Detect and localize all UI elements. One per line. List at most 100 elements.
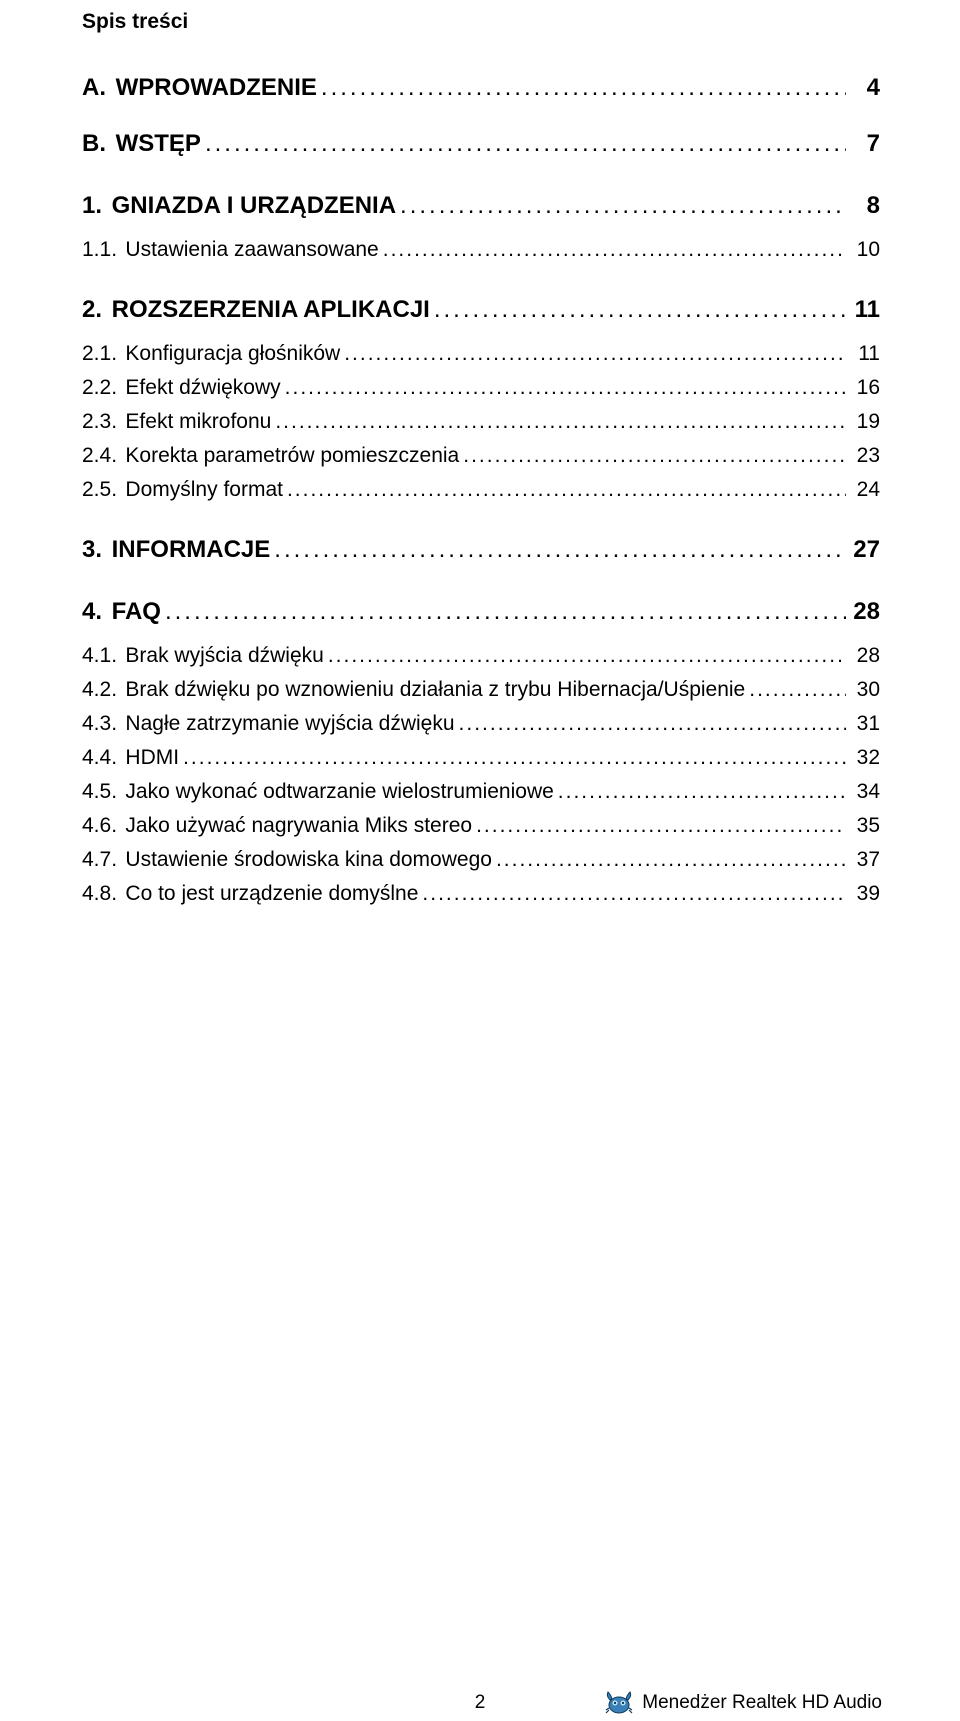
- toc-entry-label: INFORMACJE: [112, 536, 271, 564]
- toc-entry: 4.6. Jako używać nagrywania Miks stereo 35: [82, 814, 880, 838]
- toc-entry-page: 28: [850, 644, 880, 668]
- toc-leader-dots: [287, 478, 846, 502]
- toc-entry-page: 34: [850, 780, 880, 804]
- toc-entry-label: Domyślny format: [125, 478, 283, 502]
- toc-entry-page: 19: [850, 410, 880, 434]
- toc-entry-number: 2.4.: [82, 444, 117, 468]
- toc-leader-dots: [496, 848, 846, 872]
- toc-leader-dots: [463, 444, 846, 468]
- toc-title: Spis treści: [82, 10, 880, 34]
- toc-entry-label: Brak wyjścia dźwięku: [125, 644, 323, 668]
- toc-entry: 4.1. Brak wyjścia dźwięku 28: [82, 644, 880, 668]
- toc-leader-dots: [400, 192, 846, 220]
- toc-entry-page: 30: [850, 678, 880, 702]
- toc-leader-dots: [275, 410, 846, 434]
- toc-entry-label: Konfiguracja głośników: [125, 342, 340, 366]
- toc-leader-dots: [344, 342, 846, 366]
- toc-entry: 2.3. Efekt mikrofonu 19: [82, 410, 880, 434]
- toc-leader-dots: [476, 814, 846, 838]
- toc-entry: 1.1. Ustawienia zaawansowane 10: [82, 238, 880, 262]
- toc-entry-number: 4.6.: [82, 814, 117, 838]
- toc-entry-number: 4.4.: [82, 746, 117, 770]
- toc-entry-number: 1.: [82, 192, 102, 220]
- toc-entry-label: WPROWADZENIE: [116, 74, 317, 102]
- toc-entry-number: 4.8.: [82, 882, 117, 906]
- toc-entry-page: 4: [850, 74, 880, 102]
- toc-leader-dots: [383, 238, 846, 262]
- toc-entry-number: 4.: [82, 598, 102, 626]
- toc-entry: 2.1.Konfiguracja głośników11: [82, 342, 880, 366]
- toc-entry-page: 10: [850, 238, 880, 262]
- toc-leader-dots: [558, 780, 846, 804]
- toc-leader-dots: [422, 882, 846, 906]
- toc-entry-label: Korekta parametrów pomieszczenia: [125, 444, 459, 468]
- toc-entry-page: 24: [850, 478, 880, 502]
- toc-entry-page: 35: [850, 814, 880, 838]
- toc-entry: 4.4. HDMI 32: [82, 746, 880, 770]
- toc-entry: 2.2.Efekt dźwiękowy16: [82, 376, 880, 400]
- toc-entry-number: 3.: [82, 536, 102, 564]
- toc-leader-dots: [183, 746, 846, 770]
- toc-entry-page: 32: [850, 746, 880, 770]
- toc-leader-dots: [321, 74, 846, 102]
- toc-entry-page: 11: [850, 342, 880, 366]
- toc-entry-number: B.: [82, 130, 106, 158]
- document-page: Spis treści A. WPROWADZENIE 4 B. WSTĘP 7 1. GNI…: [0, 0, 960, 1721]
- toc-entry-label: Ustawienie środowiska kina domowego: [125, 848, 492, 872]
- toc-entry-label: Brak dźwięku po wznowieniu działania z t…: [125, 678, 745, 702]
- toc-entry-number: 2.3.: [82, 410, 117, 434]
- toc-entry-number: 4.7.: [82, 848, 117, 872]
- toc-entry-page: 27: [850, 536, 880, 564]
- toc-entry: 1. GNIAZDA I URZĄDZENIA 8: [82, 192, 880, 220]
- toc-entry-page: 11: [850, 296, 880, 324]
- toc-entry-number: A.: [82, 74, 106, 102]
- toc-entry-number: 4.2.: [82, 678, 117, 702]
- toc-entry: 2. ROZSZERZENIA APLIKACJI 11: [82, 296, 880, 324]
- toc-entry-label: WSTĘP: [116, 130, 201, 158]
- toc-entry: 3. INFORMACJE 27: [82, 536, 880, 564]
- toc-entry-label: Ustawienia zaawansowane: [125, 238, 378, 262]
- toc-entry-label: GNIAZDA I URZĄDZENIA: [112, 192, 396, 220]
- toc-entry-label: Nagłe zatrzymanie wyjścia dźwięku: [125, 712, 454, 736]
- toc-leader-dots: [285, 376, 846, 400]
- footer-page-number: 2: [475, 1692, 486, 1714]
- toc-leader-dots: [749, 678, 846, 702]
- toc-leader-dots: [205, 130, 846, 158]
- toc-entry-number: 2.: [82, 296, 102, 324]
- toc-leader-dots: [328, 644, 846, 668]
- toc-entry: 4.2. Brak dźwięku po wznowieniu działania…: [82, 678, 880, 702]
- toc-entry-page: 31: [850, 712, 880, 736]
- footer-brand-text: Menedżer Realtek HD Audio: [642, 1692, 882, 1714]
- toc-entry: 4.7. Ustawienie środowiska kina domowego 3…: [82, 848, 880, 872]
- toc-entry-page: 8: [850, 192, 880, 220]
- toc-entry-label: Jako wykonać odtwarzanie wielostrumienio…: [125, 780, 553, 804]
- toc-entry-number: 4.5.: [82, 780, 117, 804]
- toc-entry: 4.5. Jako wykonać odtwarzanie wielostrumi…: [82, 780, 880, 804]
- toc-entry-page: 37: [850, 848, 880, 872]
- footer-brand: Menedżer Realtek HD Audio: [604, 1690, 882, 1716]
- toc-entry-page: 7: [850, 130, 880, 158]
- toc-entry-number: 4.1.: [82, 644, 117, 668]
- toc-entry: 2.5. Domyślny format 24: [82, 478, 880, 502]
- toc-leader-dots: [274, 536, 846, 564]
- toc-entry-label: Jako używać nagrywania Miks stereo: [125, 814, 472, 838]
- toc-entry-number: 2.2.: [82, 376, 117, 400]
- toc-entry-label: Efekt mikrofonu: [125, 410, 271, 434]
- toc-entry-label: Co to jest urządzenie domyślne: [125, 882, 418, 906]
- toc-entry-label: Efekt dźwiękowy: [125, 376, 280, 400]
- toc-entry: 2.4. Korekta parametrów pomieszczenia 23: [82, 444, 880, 468]
- toc-entry-label: HDMI: [125, 746, 179, 770]
- toc-entry-page: 23: [850, 444, 880, 468]
- toc-entry-number: 1.1.: [82, 238, 117, 262]
- toc-entry: 4.FAQ28: [82, 598, 880, 626]
- toc-entry-label: ROZSZERZENIA APLIKACJI: [112, 296, 430, 324]
- toc-entry-number: 4.3.: [82, 712, 117, 736]
- toc-leader-dots: [165, 598, 846, 626]
- toc-leader-dots: [459, 712, 846, 736]
- toc-leader-dots: [434, 296, 846, 324]
- toc-entry-page: 28: [850, 598, 880, 626]
- toc-entry: 4.3. Nagłe zatrzymanie wyjścia dźwięku 31: [82, 712, 880, 736]
- toc-entry: B. WSTĘP 7: [82, 130, 880, 158]
- toc-entry-page: 39: [850, 882, 880, 906]
- toc-entry-number: 2.5.: [82, 478, 117, 502]
